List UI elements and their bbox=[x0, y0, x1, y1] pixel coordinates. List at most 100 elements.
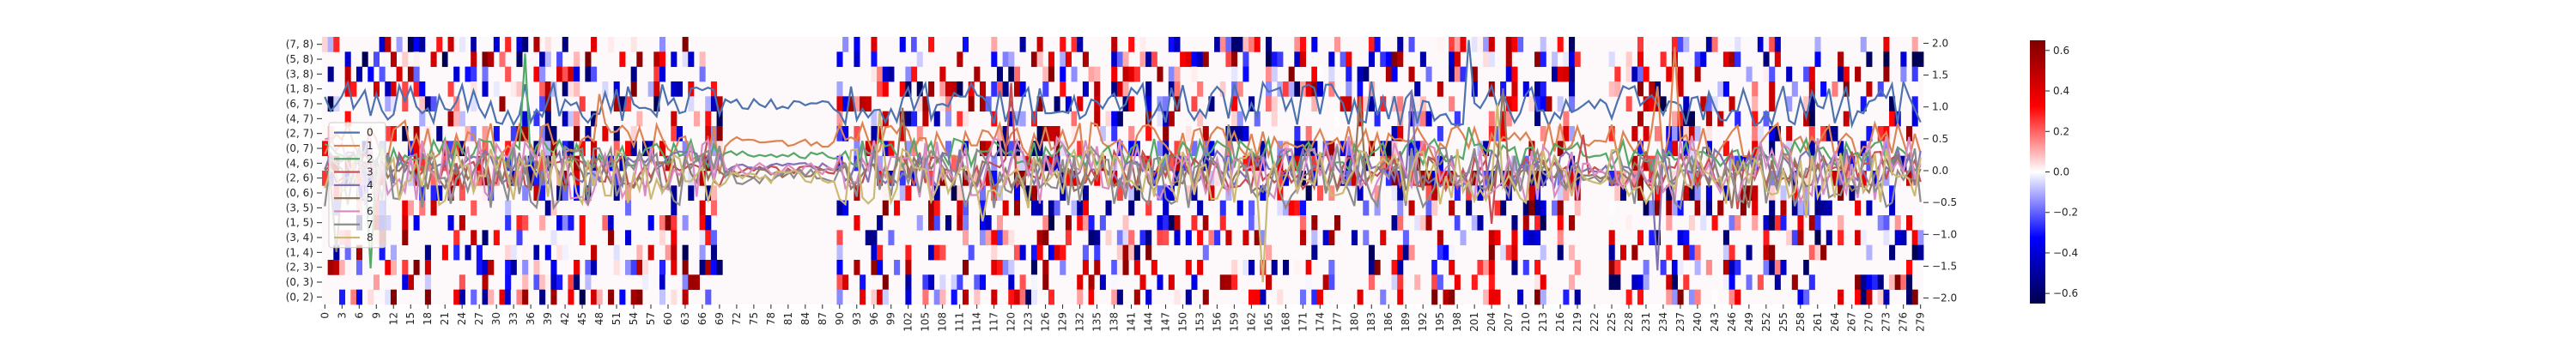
heatmap-cell bbox=[1122, 81, 1129, 97]
x-tick-label: 156 bbox=[1211, 312, 1223, 332]
heatmap-cell bbox=[1002, 126, 1009, 141]
heatmap-cell bbox=[1683, 185, 1690, 202]
heatmap-cell bbox=[996, 260, 1004, 275]
x-tick-label: 222 bbox=[1589, 312, 1601, 332]
heatmap-cell bbox=[676, 81, 683, 97]
heatmap-cell bbox=[613, 244, 620, 261]
heatmap-cell bbox=[877, 126, 884, 141]
heatmap-cell bbox=[928, 81, 935, 97]
heatmap-cell bbox=[1774, 260, 1781, 275]
heatmap-cell bbox=[1231, 51, 1238, 68]
heatmap-cell bbox=[1128, 230, 1135, 246]
heatmap-cell bbox=[1763, 66, 1770, 82]
x-tick-label: 228 bbox=[1623, 312, 1635, 332]
heatmap-cell bbox=[1666, 215, 1673, 231]
heatmap-cell bbox=[1494, 230, 1501, 246]
heatmap-cell bbox=[1094, 66, 1101, 82]
heatmap-cell bbox=[355, 244, 363, 261]
heatmap-cell bbox=[585, 51, 592, 68]
heatmap-cell bbox=[1735, 111, 1741, 127]
heatmap-cell bbox=[705, 111, 712, 127]
heatmap-cell bbox=[344, 111, 351, 127]
heatmap-cell bbox=[333, 244, 340, 261]
heatmap-cell bbox=[1688, 171, 1695, 186]
heatmap-cell bbox=[1437, 260, 1443, 275]
heatmap-cell bbox=[1471, 274, 1478, 291]
heatmap-cell bbox=[922, 289, 929, 305]
heatmap-cell bbox=[539, 185, 546, 202]
heatmap-cell bbox=[1688, 215, 1695, 231]
heatmap-cell bbox=[1065, 215, 1072, 231]
heatmap-cell bbox=[333, 37, 340, 52]
heatmap-cell bbox=[911, 37, 918, 52]
heatmap-cell bbox=[1540, 171, 1546, 186]
heatmap-cell bbox=[911, 171, 918, 186]
heatmap-cell bbox=[1060, 141, 1066, 157]
heatmap-cell bbox=[979, 215, 987, 231]
heatmap-cell bbox=[539, 126, 546, 141]
heatmap-cell bbox=[574, 230, 580, 246]
heatmap-cell bbox=[854, 37, 860, 52]
heatmap-cell bbox=[1569, 126, 1576, 141]
heatmap-cell bbox=[1722, 51, 1729, 68]
heatmap-cell bbox=[1911, 51, 1918, 68]
heatmap-cell bbox=[333, 260, 340, 275]
heatmap-cell bbox=[1791, 200, 1798, 216]
heatmap-cell bbox=[1855, 289, 1862, 305]
heatmap-cell bbox=[453, 111, 460, 127]
heatmap-cell bbox=[871, 111, 878, 127]
y-tick-label: (4, 7) bbox=[286, 112, 313, 124]
heatmap-cell bbox=[957, 215, 963, 231]
x-tick-label: 243 bbox=[1709, 312, 1721, 332]
heatmap-cell bbox=[1249, 155, 1255, 172]
heatmap-cell bbox=[505, 200, 512, 216]
heatmap-cell bbox=[413, 81, 420, 97]
heatmap-cell bbox=[1391, 185, 1398, 202]
heatmap-cell bbox=[1528, 230, 1535, 246]
heatmap-cell bbox=[979, 81, 987, 97]
heatmap-cell bbox=[499, 289, 506, 305]
heatmap-cell bbox=[985, 230, 992, 246]
heatmap-cell bbox=[882, 185, 889, 202]
heatmap-cell bbox=[842, 274, 849, 291]
heatmap-cell bbox=[419, 37, 426, 52]
heatmap-cell bbox=[436, 126, 443, 141]
heatmap-cell bbox=[1328, 230, 1335, 246]
heatmap-cell bbox=[1906, 274, 1913, 291]
heatmap-cell bbox=[1368, 37, 1375, 52]
heatmap-cell bbox=[1351, 230, 1358, 246]
heatmap-cell bbox=[1791, 81, 1798, 97]
heatmap-cell bbox=[1391, 66, 1398, 82]
heatmap-cell bbox=[676, 126, 683, 141]
heatmap-cell bbox=[476, 126, 483, 141]
x-tick-label: 204 bbox=[1485, 312, 1498, 332]
heatmap-cell bbox=[608, 289, 615, 305]
heatmap-cell bbox=[1288, 66, 1295, 82]
heatmap-cell bbox=[1540, 51, 1546, 68]
heatmap-cell bbox=[1763, 260, 1770, 275]
heatmap-cell bbox=[591, 171, 598, 186]
x-tick-label: 270 bbox=[1863, 312, 1875, 332]
heatmap-cell bbox=[671, 289, 677, 305]
heatmap-cell bbox=[1197, 81, 1204, 97]
heatmap-cell bbox=[1219, 274, 1226, 291]
heatmap-cell bbox=[1563, 126, 1570, 141]
heatmap-cell bbox=[322, 37, 329, 52]
heatmap-cell bbox=[682, 274, 689, 291]
heatmap-cell bbox=[1505, 51, 1512, 68]
heatmap-cell bbox=[1168, 111, 1175, 127]
heatmap-cell bbox=[1208, 185, 1215, 202]
heatmap-cell bbox=[453, 289, 460, 305]
heatmap-cell bbox=[1013, 126, 1021, 141]
heatmap-cell bbox=[1082, 200, 1089, 216]
heatmap-cell bbox=[1002, 81, 1009, 97]
heatmap-cell bbox=[1077, 215, 1084, 231]
heatmap-cell bbox=[1334, 244, 1341, 261]
heatmap-cell bbox=[1569, 96, 1576, 112]
heatmap-cell bbox=[1694, 200, 1701, 216]
heatmap-cell bbox=[1139, 51, 1146, 68]
heatmap-cell bbox=[1266, 37, 1273, 52]
heatmap-cell bbox=[510, 289, 517, 305]
heatmap-cell bbox=[1735, 260, 1741, 275]
heatmap-cell bbox=[854, 260, 860, 275]
